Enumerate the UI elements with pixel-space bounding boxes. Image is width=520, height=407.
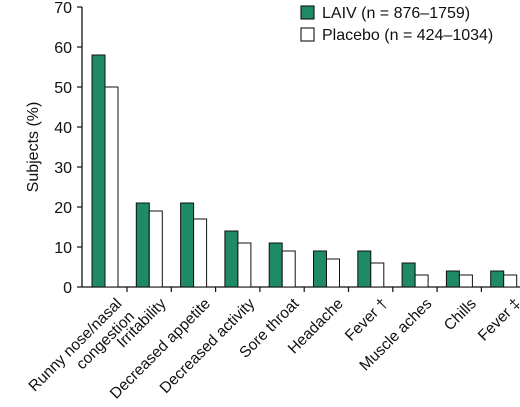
- bar-laiv: [135, 202, 150, 288]
- bar-placebo: [326, 258, 340, 288]
- y-tick-label: 50: [54, 80, 72, 97]
- y-axis-title: Subjects (%): [25, 102, 42, 193]
- bar-laiv: [401, 262, 416, 288]
- bar-placebo: [237, 242, 252, 288]
- legend-swatch-laiv: [300, 5, 315, 20]
- legend-label-laiv: LAIV (n = 876–1759): [322, 5, 470, 22]
- bar-placebo: [458, 274, 473, 288]
- y-tick-label: 70: [54, 0, 72, 17]
- bar-laiv: [313, 250, 327, 288]
- legend-label-placebo: Placebo (n = 424–1034): [322, 27, 493, 44]
- y-tick-label: 40: [54, 120, 72, 137]
- bar-laiv: [490, 270, 505, 288]
- y-tick-label: 30: [54, 160, 72, 177]
- legend: LAIV (n = 876–1759) Placebo (n = 424–1034…: [300, 5, 493, 44]
- bar-placebo: [503, 274, 518, 288]
- legend-swatch-placebo: [300, 27, 315, 42]
- y-tick-label: 20: [54, 200, 72, 217]
- bar-laiv: [357, 250, 372, 288]
- bar-laiv: [445, 270, 460, 288]
- bar-laiv: [224, 230, 239, 288]
- y-tick-label: 0: [63, 280, 72, 297]
- x-tick-label-line: Chills: [441, 295, 480, 334]
- y-tick-label: 60: [54, 40, 72, 57]
- bar-placebo: [281, 250, 296, 288]
- bar-placebo: [148, 210, 163, 288]
- bar-laiv: [268, 242, 283, 288]
- bar-placebo: [414, 274, 429, 288]
- bar-laiv: [91, 54, 106, 288]
- bar-laiv: [180, 202, 195, 288]
- x-tick-label-line: Fever ‡: [475, 295, 520, 344]
- y-tick-label: 10: [54, 240, 72, 257]
- bar-placebo: [370, 262, 385, 288]
- x-tick-label: Fever ‡: [475, 295, 520, 344]
- x-tick-label: Chills: [441, 295, 480, 334]
- bar-placebo: [104, 86, 119, 288]
- bar-placebo: [193, 218, 208, 288]
